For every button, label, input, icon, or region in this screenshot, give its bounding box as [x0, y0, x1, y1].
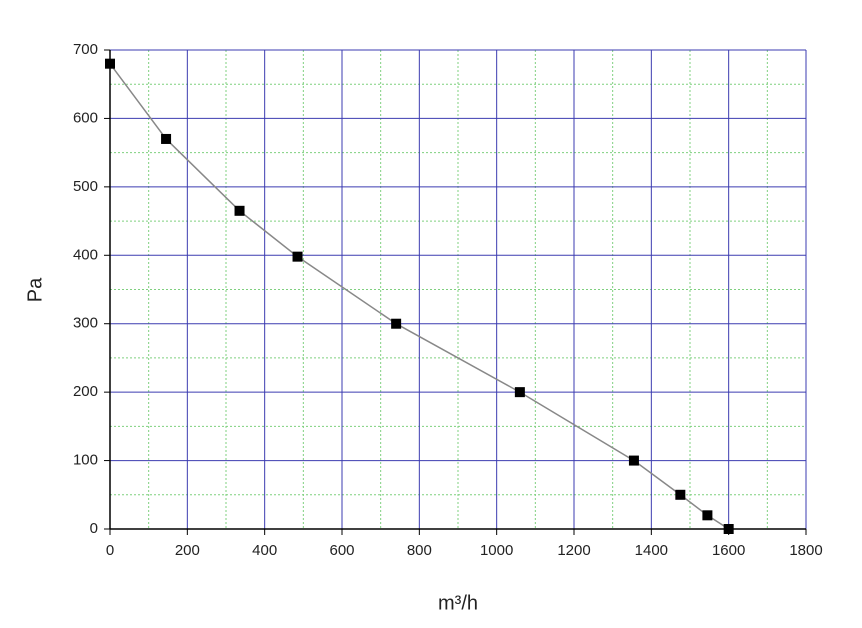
point-marker [161, 133, 172, 144]
x-tick-label: 400 [252, 542, 277, 559]
x-tick-label: 800 [407, 542, 432, 559]
point-marker [234, 205, 245, 216]
x-tick-label: 1800 [789, 542, 822, 559]
x-tick-label: 200 [175, 542, 200, 559]
y-tick-label: 400 [73, 246, 98, 263]
point-marker [702, 510, 713, 521]
x-tick-label: 1000 [480, 542, 513, 559]
y-tick-label: 0 [90, 520, 98, 537]
point-marker [292, 251, 303, 262]
x-tick-label: 1600 [712, 542, 745, 559]
x-axis-title: m³/h [438, 592, 478, 614]
x-tick-label: 600 [329, 542, 354, 559]
x-tick-label: 1200 [557, 542, 590, 559]
point-marker [628, 455, 639, 466]
point-marker [391, 318, 402, 329]
y-axis-title: Pa [24, 277, 46, 302]
y-tick-label: 100 [73, 452, 98, 469]
point-marker [675, 489, 686, 500]
point-marker [105, 58, 115, 69]
series-line [109, 63, 730, 530]
y-tick-label: 600 [73, 109, 98, 126]
y-tick-label: 700 [73, 41, 98, 58]
x-tick-label: 1400 [635, 542, 668, 559]
x-tick-label: 0 [106, 542, 114, 559]
y-tick-label: 500 [73, 178, 98, 195]
y-tick-label: 300 [73, 315, 98, 332]
point-marker [514, 387, 525, 398]
y-tick-label: 200 [73, 383, 98, 400]
point-marker [723, 524, 734, 534]
